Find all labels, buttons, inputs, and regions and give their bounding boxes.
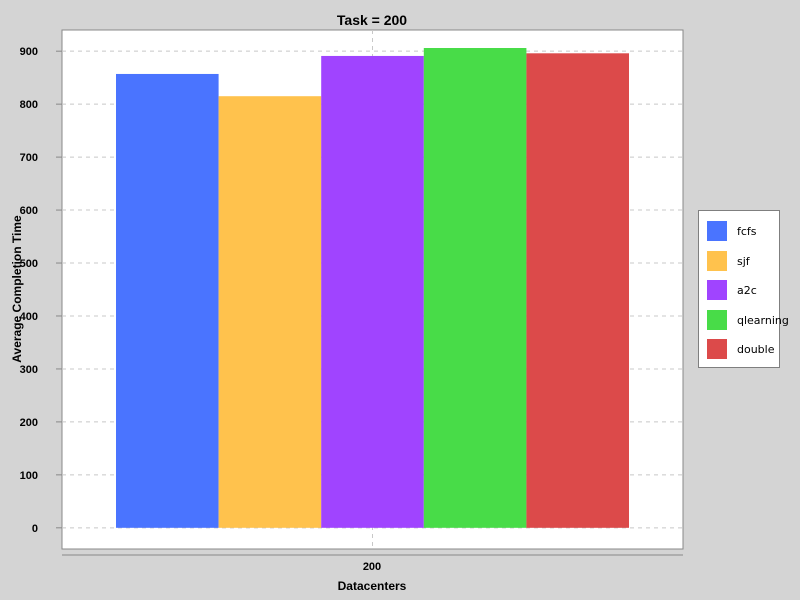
y-tick-label: 600 [20,205,38,217]
bar-fcfs [116,73,219,528]
legend: fcfs sjf a2c qlearning double [698,210,789,368]
y-tick-label: 100 [20,470,38,482]
legend-label-fcfs: fcfs [737,224,757,238]
legend-label-a2c: a2c [737,283,757,297]
bar-a2c [321,55,424,528]
legend-item-double: double [707,339,775,359]
legend-swatch-qlearning [707,310,727,330]
legend-swatch-a2c [707,280,727,300]
bars [116,48,629,528]
y-tick-label: 900 [20,46,38,58]
chart-title: Task = 200 [337,12,407,28]
x-tick-label: 200 [363,561,381,573]
y-tick-label: 200 [20,417,38,429]
legend-swatch-sjf [707,251,727,271]
x-axis-label: Datacenters [338,579,407,593]
bar-sjf [218,96,322,528]
legend-item-sjf: sjf [707,251,750,271]
y-tick-label: 400 [20,311,38,323]
legend-swatch-double [707,339,727,359]
legend-item-a2c: a2c [707,280,757,300]
y-tick-label: 500 [20,258,38,270]
y-tick-label: 300 [20,364,38,376]
legend-label-double: double [737,342,775,356]
y-tick-label: 700 [20,152,38,164]
y-tick-label: 800 [20,99,38,111]
legend-item-qlearning: qlearning [707,310,789,330]
y-axis-label: Average Completion Time [10,215,24,363]
legend-label-sjf: sjf [737,254,750,268]
bar-double [526,53,629,528]
y-tick-label: 0 [32,523,38,535]
bar-qlearning [423,48,527,528]
legend-label-qlearning: qlearning [737,313,789,327]
y-axis-ticks: 0 100 200 300 400 500 600 700 800 900 [20,46,62,535]
legend-swatch-fcfs [707,221,727,241]
legend-item-fcfs: fcfs [707,221,757,241]
